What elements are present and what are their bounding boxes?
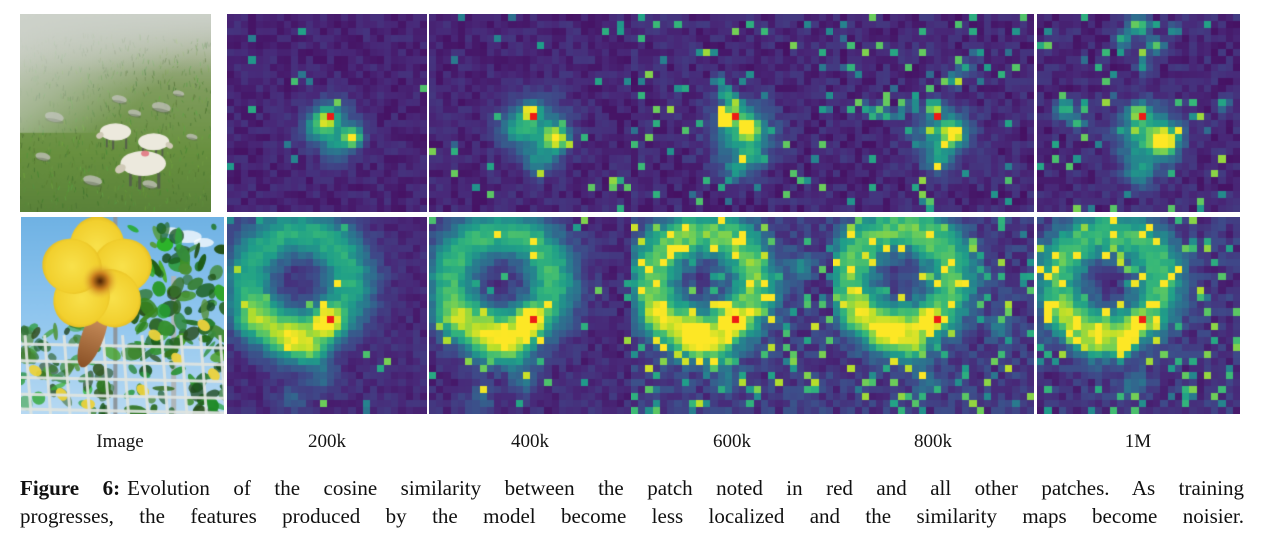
photo-flower — [21, 217, 224, 414]
heatmap-row1-400k — [429, 14, 631, 212]
photo-sheep — [20, 14, 211, 212]
column-label-1M: 1M — [1124, 431, 1152, 452]
column-label-400k: 400k — [511, 431, 549, 452]
heatmap-row1-600k — [631, 14, 833, 212]
heatmap-row2-1M — [1037, 217, 1240, 414]
heatmap-row2-800k — [833, 217, 1034, 414]
caption-text-1: Evolution of the cosine similarity betwe… — [127, 476, 1244, 500]
column-label-800k: 800k — [914, 431, 952, 452]
figure-caption: Figure 6: Evolution of the cosine similar… — [20, 474, 1244, 530]
caption-figure-number: Figure 6: — [20, 476, 121, 500]
column-label-image: Image — [96, 431, 144, 452]
column-label-600k: 600k — [713, 431, 751, 452]
heatmap-row1-800k — [833, 14, 1034, 212]
caption-line-2: progresses, the features produced by the… — [20, 504, 1244, 528]
heatmap-row2-400k — [429, 217, 631, 414]
heatmap-row1-200k — [227, 14, 427, 212]
caption-line-1: Figure 6: Evolution of the cosine similar… — [20, 474, 1244, 502]
heatmap-row2-200k — [227, 217, 427, 414]
column-label-200k: 200k — [308, 431, 346, 452]
heatmap-row1-1M — [1037, 14, 1240, 212]
heatmap-row2-600k — [631, 217, 833, 414]
